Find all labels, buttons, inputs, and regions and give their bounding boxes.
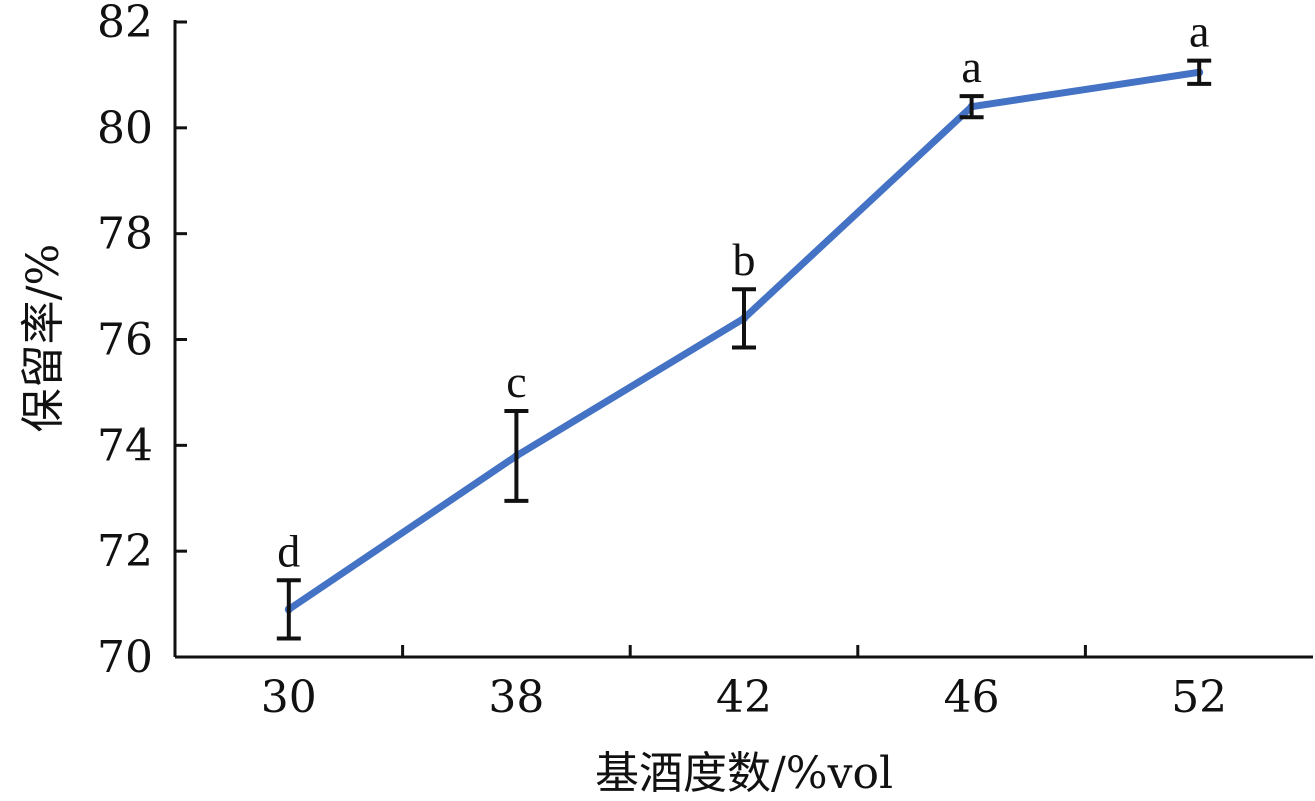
error-bar: [959, 94, 984, 120]
y-tick-label: 72: [97, 526, 153, 577]
x-tick-label: 38: [488, 672, 544, 723]
x-tick-label: 46: [944, 672, 1000, 723]
y-tick-label: 76: [97, 315, 153, 366]
significance-labels: d c b a a: [277, 6, 1209, 577]
y-ticks: 70 72 74 76 78 80 82: [97, 0, 187, 683]
x-axis-title: 基酒度数/%vol: [595, 748, 893, 799]
y-tick-label: 70: [97, 632, 153, 683]
error-bars: [276, 58, 1212, 641]
y-axis-title: 保留率/%: [18, 244, 69, 433]
x-tick-label: 42: [716, 672, 772, 723]
error-bar: [504, 408, 529, 503]
error-bar: [276, 578, 301, 641]
significance-label: b: [733, 234, 756, 285]
y-tick-label: 80: [97, 103, 153, 154]
error-bar: [1187, 58, 1212, 86]
x-tick-label: 30: [261, 672, 317, 723]
error-bar: [732, 287, 756, 350]
significance-label: c: [506, 356, 526, 407]
y-tick-label: 82: [97, 0, 153, 48]
significance-label: d: [277, 525, 300, 576]
significance-label: a: [1189, 6, 1209, 57]
y-tick-label: 78: [97, 209, 153, 260]
x-ticks: 30 38 42 46 52: [261, 645, 1227, 723]
significance-label: a: [961, 41, 981, 92]
x-tick-label: 52: [1171, 672, 1227, 723]
y-tick-label: 74: [97, 420, 153, 471]
